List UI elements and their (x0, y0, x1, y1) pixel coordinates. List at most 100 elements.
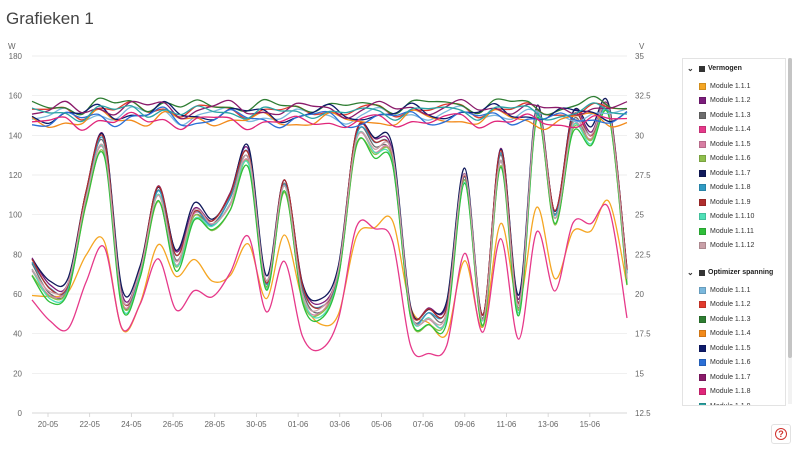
legend-group-title: Vermogen (708, 65, 742, 72)
legend-group-header[interactable]: ⌄ Vermogen (687, 62, 785, 75)
legend-scrollbar[interactable] (788, 58, 792, 404)
y-tick-label-left: 40 (13, 330, 22, 339)
legend-item[interactable]: Module 1.1.4 (699, 327, 785, 342)
x-tick-label: 28-05 (204, 420, 225, 429)
legend-divider (683, 253, 785, 263)
series-line (31, 97, 628, 321)
y-tick-label-left: 180 (9, 52, 23, 61)
legend-item[interactable]: Module 1.1.1 (699, 283, 785, 298)
legend-item[interactable]: Module 1.1.6 (699, 356, 785, 371)
y-tick-label-right: 30 (635, 131, 644, 140)
legend-item[interactable]: Module 1.1.2 (699, 94, 785, 109)
y-tick-label-right: 32.5 (635, 92, 651, 101)
y-axis-unit-right: V (639, 42, 645, 51)
legend-item-label: Module 1.1.4 (710, 330, 751, 338)
legend-swatch (699, 140, 706, 148)
series-line (31, 111, 628, 131)
legend-item[interactable]: Module 1.1.5 (699, 137, 785, 152)
x-tick-label: 07-06 (413, 420, 434, 429)
series-line (31, 105, 628, 126)
legend-item[interactable]: Module 1.1.8 (699, 181, 785, 196)
legend-item-label: Module 1.1.1 (710, 286, 751, 294)
y-tick-label-right: 25 (635, 211, 644, 220)
legend-item[interactable]: Module 1.1.8 (699, 385, 785, 400)
legend-swatch (699, 198, 706, 206)
chart-area: 0 20 40 60 80 100 120 140 160 180 12.5 15 17.5 20 22.5… (0, 38, 675, 444)
x-tick-label: 11-06 (497, 420, 517, 429)
legend-swatch (699, 373, 706, 381)
legend-swatch (699, 388, 706, 396)
x-tick-label: 03-06 (330, 420, 351, 429)
help-button[interactable]: ? (771, 424, 791, 444)
y-tick-label-left: 80 (13, 250, 22, 259)
legend-swatch (699, 330, 706, 338)
legend-item-label: Module 1.1.7 (710, 373, 751, 381)
legend-swatch (699, 97, 706, 105)
y-tick-label-right: 20 (635, 290, 644, 299)
series-line (31, 199, 628, 338)
y-tick-label-right: 27.5 (635, 171, 651, 180)
legend-item-label: Module 1.1.12 (710, 242, 755, 250)
y-tick-label-left: 160 (9, 92, 23, 101)
legend-swatch (699, 315, 706, 323)
x-tick-label: 01-06 (288, 420, 309, 429)
y-axis-unit-left: W (8, 42, 16, 51)
legend-item[interactable]: Module 1.1.12 (699, 239, 785, 254)
series-line (31, 102, 628, 326)
legend-group-header[interactable]: ⌄ Optimizer spanning (687, 266, 785, 279)
x-tick-label: 24-05 (121, 420, 142, 429)
x-tick-label: 05-06 (371, 420, 392, 429)
legend-swatch (699, 402, 706, 405)
y-tick-label-right: 22.5 (635, 250, 651, 259)
legend-item-label: Module 1.1.1 (710, 82, 751, 90)
legend-scroll-thumb[interactable] (788, 58, 792, 358)
legend-swatch (699, 111, 706, 119)
x-tick-label: 15-06 (580, 420, 601, 429)
x-tick-label: 13-06 (538, 420, 559, 429)
legend-item-label: Module 1.1.10 (710, 213, 755, 221)
legend-item[interactable]: Module 1.1.6 (699, 152, 785, 167)
legend-item[interactable]: Module 1.1.10 (699, 210, 785, 225)
series-line (31, 98, 628, 120)
legend-swatch (699, 169, 706, 177)
legend-item-label: Module 1.1.9 (710, 403, 750, 405)
legend-panel: ⌄ Vermogen Module 1.1.1 Module 1.1.2 Module … (682, 58, 786, 406)
legend-swatch (699, 184, 706, 192)
legend-swatch (699, 242, 706, 250)
legend-item-label: Module 1.1.2 (710, 97, 751, 105)
x-tick-label: 09-06 (455, 420, 476, 429)
y-tick-label-right: 17.5 (635, 330, 651, 339)
series-line (31, 203, 628, 358)
y-tick-label-left: 60 (13, 290, 22, 299)
legend-item[interactable]: Module 1.1.9 (699, 399, 785, 405)
legend-item-label: Module 1.1.11 (710, 227, 754, 235)
legend-swatch (699, 359, 706, 367)
y-tick-label-left: 120 (9, 171, 23, 180)
legend-item[interactable]: Module 1.1.7 (699, 370, 785, 385)
legend-item-label: Module 1.1.4 (710, 126, 751, 134)
legend-item-label: Module 1.1.6 (710, 359, 751, 367)
legend-item[interactable]: Module 1.1.11 (699, 224, 785, 239)
legend-item[interactable]: Module 1.1.1 (699, 79, 785, 94)
y-tick-label-left: 100 (9, 211, 23, 220)
group-toggle-checkbox[interactable] (699, 65, 705, 72)
legend-group-title: Optimizer spanning (708, 269, 774, 276)
series-line (31, 102, 628, 123)
legend-item-label: Module 1.1.2 (710, 301, 751, 309)
legend-swatch (699, 286, 706, 294)
x-tick-label: 20-05 (38, 420, 59, 429)
group-toggle-checkbox[interactable] (699, 269, 705, 276)
question-icon: ? (775, 428, 787, 440)
legend-item[interactable]: Module 1.1.5 (699, 341, 785, 356)
x-tick-label: 22-05 (79, 420, 100, 429)
legend-item[interactable]: Module 1.1.3 (699, 108, 785, 123)
legend-item[interactable]: Module 1.1.2 (699, 298, 785, 313)
legend-item[interactable]: Module 1.1.9 (699, 195, 785, 210)
legend-item[interactable]: Module 1.1.7 (699, 166, 785, 181)
chevron-down-icon[interactable]: ⌄ (687, 64, 694, 73)
legend-item[interactable]: Module 1.1.3 (699, 312, 785, 327)
page-title: Grafieken 1 (6, 9, 94, 28)
chevron-down-icon[interactable]: ⌄ (687, 268, 694, 277)
legend-item-label: Module 1.1.7 (710, 169, 751, 177)
legend-item[interactable]: Module 1.1.4 (699, 123, 785, 138)
